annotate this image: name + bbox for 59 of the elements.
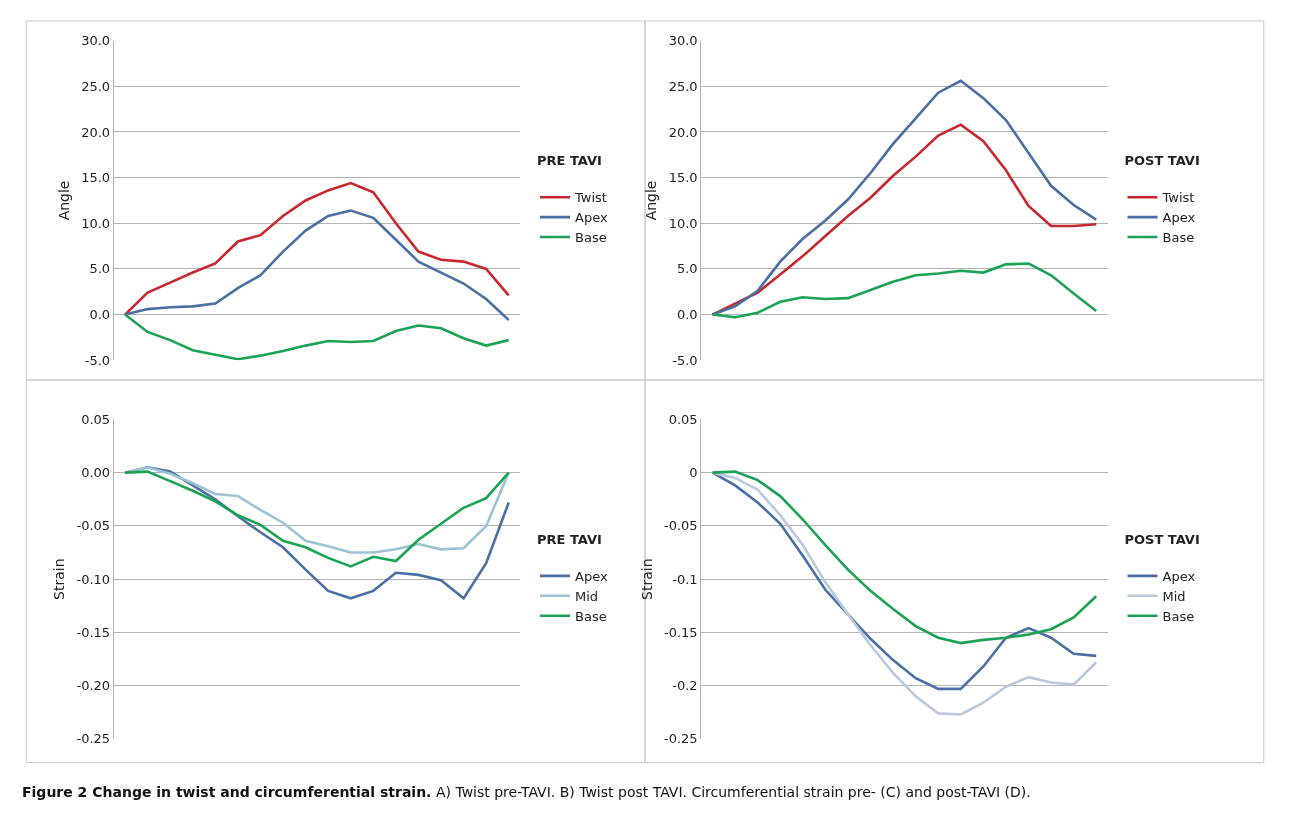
y-axis-title: Angle — [55, 180, 72, 221]
y-tick-label: -0.05 — [76, 518, 111, 534]
legend-label: Base — [575, 230, 607, 246]
y-tick-label: -0.25 — [76, 731, 111, 747]
legend-label: Mid — [575, 588, 599, 604]
y-tick-label: -0.20 — [76, 678, 111, 694]
y-tick-label: 15.0 — [668, 170, 698, 186]
line-series — [711, 262, 1098, 319]
legend-label: Apex — [575, 210, 608, 226]
y-axis-title: Angle — [643, 180, 660, 221]
y-tick-label: -0.10 — [76, 571, 111, 587]
line-series — [123, 313, 511, 361]
y-tick-label: 20.0 — [668, 124, 698, 140]
y-tick-label: 5.0 — [676, 261, 698, 277]
y-tick-label: 10.0 — [668, 215, 698, 231]
line-series — [711, 470, 1098, 645]
y-tick-label: 20.0 — [81, 124, 111, 140]
y-tick-label: -5.0 — [84, 352, 111, 368]
y-tick-label: 0.05 — [668, 411, 698, 427]
y-axis-title: Strain — [51, 558, 68, 600]
y-axis-title: Strain — [638, 558, 655, 600]
y-tick-label: 0 — [689, 465, 698, 481]
legend-label: Apex — [1162, 210, 1196, 226]
legend-label: Base — [1162, 230, 1195, 246]
text: A) Twist pre-TAVI. B) Twist post TAVI. Circumferential strain pre- (C) and post-TAVI (D). — [435, 784, 1031, 800]
line-series — [123, 470, 511, 568]
legend-label: Apex — [575, 568, 608, 584]
line-series — [123, 209, 511, 322]
y-tick-label: 0.0 — [676, 307, 698, 323]
legend-label: Mid — [1162, 588, 1186, 604]
legend-label: Apex — [1162, 568, 1196, 584]
y-tick-label: -0.15 — [76, 624, 111, 640]
legend-label: Twist — [574, 190, 607, 206]
y-tick-label: 0.05 — [81, 411, 111, 427]
y-tick-label: 30.0 — [81, 33, 111, 49]
y-tick-label: 0.0 — [89, 307, 111, 323]
legend-label: Base — [575, 608, 607, 624]
line-series — [711, 79, 1098, 316]
y-tick-label: 25.0 — [81, 78, 111, 94]
y-tick-label: 15.0 — [81, 170, 111, 186]
y-tick-label: -0.1 — [672, 571, 698, 587]
y-tick-label: 0.00 — [81, 465, 111, 481]
legend-label: Base — [1162, 608, 1195, 624]
y-tick-label: 5.0 — [89, 261, 111, 277]
legend-label: Twist — [1161, 190, 1195, 206]
legend-title: PRE TAVI — [537, 153, 602, 169]
y-tick-label: -0.2 — [672, 678, 698, 694]
y-tick-label: 10.0 — [81, 215, 111, 231]
legend-title: POST TAVI — [1124, 153, 1200, 169]
text: Figure 2 Change in twist and circumferential strain. — [22, 784, 432, 800]
y-tick-label: -0.25 — [664, 731, 698, 747]
legend-title: POST TAVI — [1124, 532, 1200, 548]
y-tick-label: 30.0 — [668, 33, 698, 49]
y-tick-label: -0.15 — [664, 624, 698, 640]
y-tick-label: -0.05 — [664, 518, 698, 534]
y-tick-label: 25.0 — [668, 78, 698, 94]
line-series — [123, 181, 511, 316]
legend-title: PRE TAVI — [537, 532, 602, 548]
y-tick-label: -5.0 — [672, 352, 698, 368]
